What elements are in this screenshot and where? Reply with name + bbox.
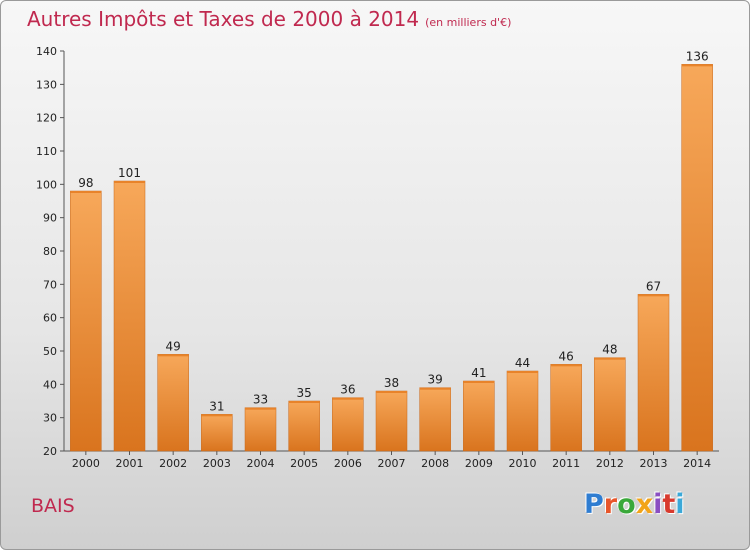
logo-letter: i bbox=[675, 489, 685, 520]
bar-top-edge bbox=[594, 357, 626, 360]
logo-letter: o bbox=[617, 489, 636, 520]
x-tick-label: 2007 bbox=[378, 457, 406, 470]
y-tick-label: 130 bbox=[36, 78, 57, 91]
y-tick-label: 140 bbox=[36, 45, 57, 58]
data-label: 98 bbox=[78, 176, 93, 190]
bar bbox=[419, 387, 451, 452]
data-label: 136 bbox=[686, 49, 709, 63]
x-tick-label: 2005 bbox=[290, 457, 318, 470]
x-tick-label: 2003 bbox=[203, 457, 231, 470]
bar bbox=[113, 180, 146, 452]
bar-top-edge bbox=[376, 391, 407, 393]
bar bbox=[637, 294, 670, 452]
data-label: 48 bbox=[602, 343, 617, 357]
bar-top-edge bbox=[681, 64, 713, 67]
bar bbox=[681, 64, 713, 452]
data-label: 49 bbox=[166, 339, 181, 353]
bar bbox=[201, 414, 233, 452]
x-tick-label: 2006 bbox=[334, 457, 362, 470]
bar-top-edge bbox=[114, 181, 145, 183]
bar-top-edge bbox=[638, 294, 669, 297]
bar-top-edge bbox=[245, 407, 276, 410]
bar-top-edge bbox=[70, 191, 102, 193]
y-tick-label: 100 bbox=[36, 178, 57, 191]
y-tick-label: 90 bbox=[43, 212, 57, 225]
bar bbox=[157, 354, 189, 452]
x-tick-label: 2001 bbox=[116, 457, 144, 470]
logo-letter: r bbox=[603, 489, 618, 520]
data-label: 46 bbox=[559, 349, 574, 363]
x-tick-label: 2002 bbox=[159, 457, 187, 470]
data-label: 31 bbox=[209, 399, 224, 413]
data-label: 35 bbox=[297, 386, 312, 400]
x-tick-label: 2004 bbox=[247, 457, 275, 470]
y-tick-label: 20 bbox=[43, 445, 57, 458]
y-tick-label: 50 bbox=[43, 345, 57, 358]
y-tick-label: 30 bbox=[43, 412, 57, 425]
bar-top-edge bbox=[332, 397, 364, 400]
bar-top-edge bbox=[201, 414, 233, 417]
bar-top-edge bbox=[463, 381, 495, 383]
x-tick-label: 2012 bbox=[596, 457, 624, 470]
data-label: 41 bbox=[471, 366, 486, 380]
data-label: 38 bbox=[384, 376, 399, 390]
bar-top-edge bbox=[157, 354, 189, 357]
y-tick-label: 70 bbox=[43, 278, 57, 291]
logo-letter: x bbox=[635, 489, 654, 520]
y-tick-label: 120 bbox=[36, 112, 57, 125]
logo-letter: P bbox=[584, 489, 604, 520]
chart-labels: 98 101 49 31 33 35 36 38 39 41 44 46 48 67 136 bbox=[78, 49, 708, 413]
x-tick-label: 2009 bbox=[465, 457, 493, 470]
chart-bars bbox=[70, 64, 713, 452]
bar bbox=[463, 380, 495, 452]
bar-top-edge bbox=[550, 364, 582, 367]
data-label: 39 bbox=[428, 373, 443, 387]
data-label: 36 bbox=[340, 383, 355, 397]
y-tick-label: 80 bbox=[43, 245, 57, 258]
chart-axes: 20 30 40 50 60 70 80 90 100 110 120 130 140 2000 2001 2… bbox=[36, 45, 719, 470]
bar bbox=[550, 364, 582, 452]
logo-letter: i bbox=[653, 489, 663, 520]
logo-letter: t bbox=[662, 489, 676, 520]
data-label: 33 bbox=[253, 393, 268, 407]
x-tick-label: 2000 bbox=[72, 457, 100, 470]
proxiti-logo: Proxiti bbox=[584, 489, 685, 520]
bar bbox=[506, 370, 539, 452]
x-tick-label: 2014 bbox=[683, 457, 711, 470]
x-tick-label: 2013 bbox=[640, 457, 668, 470]
y-tick-label: 40 bbox=[43, 378, 57, 391]
bar-top-edge bbox=[419, 387, 451, 390]
bar bbox=[375, 390, 408, 452]
bar bbox=[244, 407, 277, 452]
bar bbox=[288, 400, 320, 452]
place-name: BAIS bbox=[31, 495, 75, 517]
chart-title: Autres Impôts et Taxes de 2000 à 2014 (en… bbox=[27, 7, 511, 31]
y-tick-label: 60 bbox=[43, 312, 57, 325]
chart-title-unit: (en milliers d'€) bbox=[425, 16, 512, 29]
x-tick-label: 2008 bbox=[421, 457, 449, 470]
x-tick-label: 2011 bbox=[552, 457, 580, 470]
bar bbox=[332, 397, 364, 452]
bar bbox=[70, 190, 102, 452]
y-tick-label: 110 bbox=[36, 145, 57, 158]
data-label: 44 bbox=[515, 356, 530, 370]
chart-title-text: Autres Impôts et Taxes de 2000 à 2014 bbox=[27, 7, 420, 31]
data-label: 67 bbox=[646, 279, 661, 293]
bar-top-edge bbox=[507, 371, 538, 373]
bar-top-edge bbox=[288, 401, 320, 403]
bar bbox=[594, 357, 626, 452]
data-label: 101 bbox=[118, 166, 141, 180]
x-tick-label: 2010 bbox=[509, 457, 537, 470]
